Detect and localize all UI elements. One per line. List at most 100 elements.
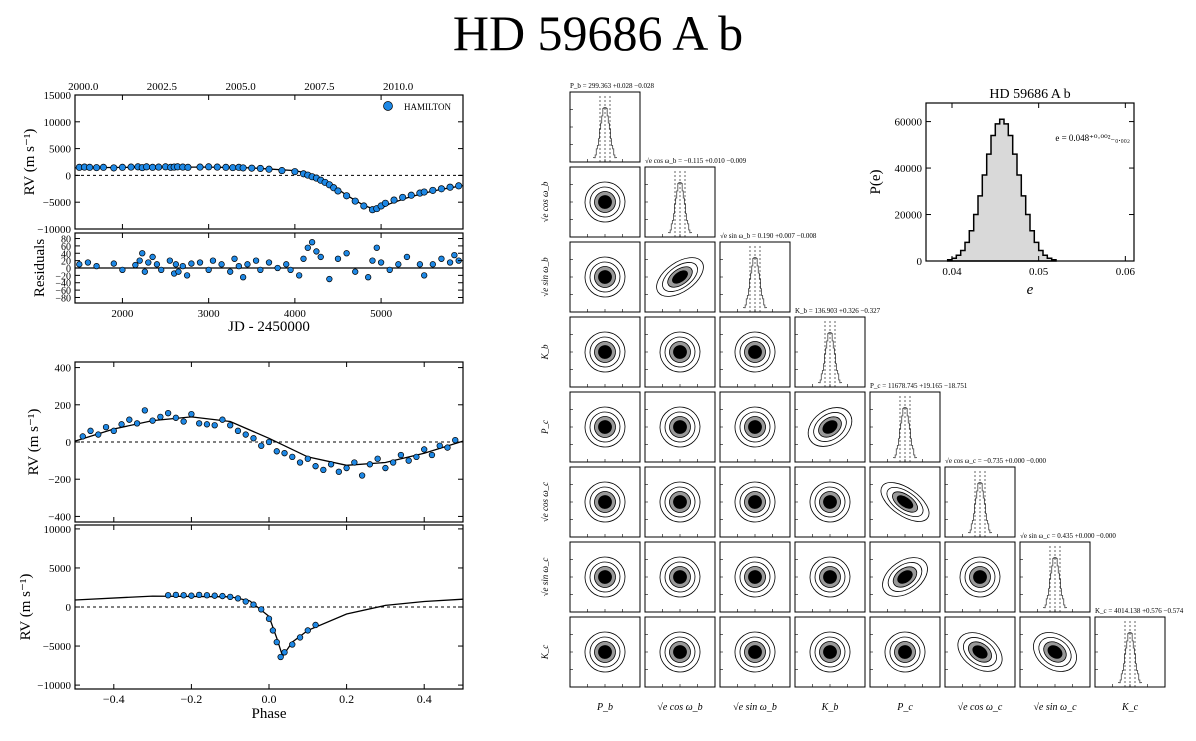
- corner-core-4-1: [677, 424, 683, 430]
- corner-contour-6-0-0: [584, 556, 626, 598]
- rv-time-xlabel: JD - 2450000: [228, 319, 310, 335]
- corner-core-5-0: [602, 499, 608, 505]
- phase-c-point-9: [234, 595, 242, 602]
- corner-xlabel-7: K_c: [1121, 702, 1139, 713]
- corner-core-5-1: [677, 499, 683, 505]
- corner-cell-2-2: [719, 241, 791, 313]
- corner-core-7-1: [677, 649, 683, 655]
- corner-ylabel-3: P_c: [540, 420, 550, 435]
- rv-time-ylabel: RV (m s⁻¹): [22, 129, 38, 196]
- corner-cell-0-0: [569, 91, 641, 163]
- phase-b-point-22: [250, 435, 257, 442]
- rv-time-point-26: [248, 164, 256, 172]
- corner-contour-5-1-0: [659, 481, 701, 523]
- corner-core-7-0: [602, 649, 608, 655]
- corner-contour-7-2-0: [734, 631, 776, 673]
- residuals-point-0: [76, 261, 83, 268]
- corner-xlabel-4: P_c: [896, 702, 913, 713]
- rv-time-ytick-label-5: −10000: [37, 224, 71, 236]
- rv-time-point-53: [437, 185, 445, 193]
- corner-contour-1-0-1: [589, 186, 621, 218]
- corner-contour-4-0-0: [584, 406, 626, 448]
- phase-c-ytick-label-0: 10000: [44, 524, 72, 536]
- corner-contour-5-3-0: [809, 481, 851, 523]
- rv-time-point-23: [229, 164, 237, 172]
- corner-cell-frame-4-4: [869, 391, 941, 463]
- rv-time-ytick-label-4: −5000: [43, 197, 72, 209]
- corner-cell-7-5: [944, 616, 1016, 688]
- corner-cell-frame-6-6: [1019, 541, 1091, 613]
- corner-contour-2-1-1: [662, 262, 698, 292]
- residuals-point-21: [205, 266, 212, 273]
- residuals-point-5: [132, 261, 139, 269]
- corner-cell-5-0: [569, 466, 641, 538]
- corner-cell-6-3: [794, 541, 866, 613]
- phase-b-ylabel: RV (m s⁻¹): [26, 409, 42, 476]
- residuals-point-26: [235, 263, 242, 270]
- rv-time-top-tick-label-2: 2005.0: [226, 81, 257, 93]
- corner-core-6-2: [752, 574, 758, 580]
- phase-b-point-47: [444, 444, 451, 451]
- ecc-histogram-title: HD 59686 A b: [989, 87, 1070, 102]
- corner-marginal-5: [968, 481, 992, 534]
- corner-cell-5-3: [794, 466, 866, 538]
- corner-cell-6-4: [869, 541, 941, 613]
- residuals-point-2: [93, 263, 100, 270]
- corner-contour-6-3-0: [809, 556, 851, 598]
- rv-time-point-22: [222, 163, 230, 171]
- corner-contour-6-1-1: [664, 561, 696, 593]
- residuals-point-35: [296, 272, 303, 279]
- phase-c-point-1: [172, 591, 180, 599]
- rv-time-point-48: [399, 193, 407, 201]
- phase-b-point-11: [164, 410, 172, 417]
- corner-contour-7-5-0: [957, 632, 1003, 672]
- phase-b-point-7: [133, 420, 141, 427]
- corner-cell-frame-1-1: [644, 166, 716, 238]
- corner-contour-6-0-1: [589, 561, 621, 593]
- phase-c-point-10: [242, 598, 249, 605]
- phase-b-point-14: [188, 410, 195, 418]
- phase-b-point-29: [304, 455, 311, 462]
- rv-time-ytick-label-0: 15000: [44, 90, 72, 102]
- rv-time-point-46: [381, 199, 389, 207]
- phase-b-point-3: [102, 423, 110, 431]
- phase-b-point-20: [234, 427, 242, 434]
- corner-contour-3-0-0: [584, 331, 626, 373]
- phase-b-point-43: [413, 453, 420, 461]
- corner-contour-4-1-1: [664, 411, 696, 443]
- residuals-point-17: [179, 263, 186, 270]
- rv-time-point-27: [256, 164, 264, 172]
- corner-cell-2-0: [569, 241, 641, 313]
- corner-contour-6-2-0: [734, 556, 776, 598]
- phase-c-xlabel: Phase: [252, 706, 287, 722]
- residuals-ytick-label-1: 60: [61, 242, 71, 253]
- residuals-point-56: [446, 259, 454, 266]
- phase-c-ytick-label-2: 0: [66, 602, 72, 614]
- residuals-point-10: [149, 253, 156, 261]
- corner-contour-3-0-1: [589, 336, 621, 368]
- phase-b-point-17: [211, 422, 218, 429]
- rv-time-top-tick-label-3: 2007.5: [304, 81, 335, 93]
- corner-marginal-3: [818, 331, 842, 384]
- corner-cell-6-1: [644, 541, 716, 613]
- residuals-xtick-label-3: 5000: [370, 308, 393, 320]
- residuals-point-12: [158, 266, 165, 273]
- corner-xlabel-1: √e cos ω_b: [657, 702, 702, 713]
- phase-b-point-27: [289, 453, 296, 461]
- rv-time-point-52: [429, 186, 437, 194]
- phase-b-ytick-label-4: −400: [48, 511, 71, 523]
- corner-cell-7-4: [869, 616, 941, 688]
- rv-time-point-28: [265, 165, 273, 173]
- corner-contour-4-1-0: [659, 406, 701, 448]
- rv-time-point-2: [86, 163, 94, 171]
- residuals-point-38: [308, 239, 316, 246]
- rv-time-point-5: [110, 164, 118, 172]
- residuals-point-9: [145, 259, 152, 266]
- phase-b-point-24: [265, 438, 273, 446]
- corner-contour-6-1-0: [659, 556, 701, 598]
- phase-c-point-21: [312, 621, 319, 629]
- corner-xlabel-0: P_b: [596, 702, 613, 713]
- rv-time-model-line: [74, 166, 464, 211]
- corner-core-3-1: [677, 349, 683, 355]
- phase-b-point-10: [157, 413, 164, 421]
